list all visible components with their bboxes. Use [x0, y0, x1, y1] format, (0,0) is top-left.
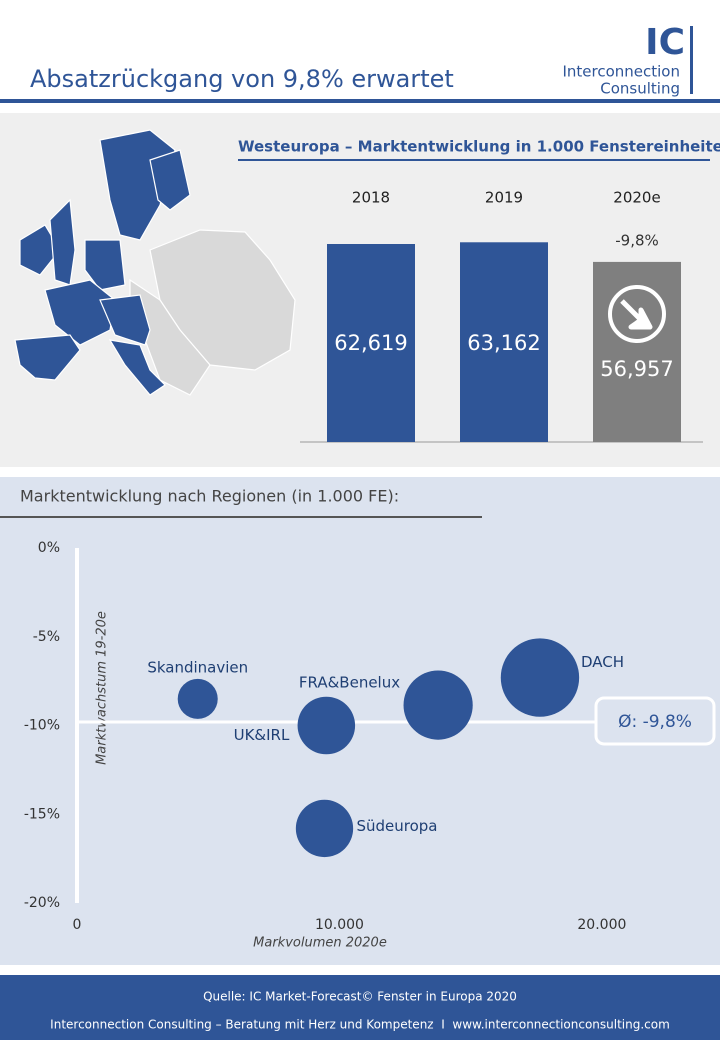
y-tick-label: -20%	[24, 895, 60, 911]
footer-band	[0, 975, 720, 1040]
trend-arrow	[620, 299, 653, 330]
page-title: Absatzrückgang von 9,8% erwartet	[30, 65, 454, 93]
y-axis-label: Marktwachstum 19-20e	[95, 611, 110, 765]
logo-line: Consulting	[600, 80, 680, 98]
trend-icon	[608, 285, 666, 343]
logo-bar	[690, 26, 693, 94]
y-tick-label: -5%	[33, 629, 60, 645]
footer-tagline: Interconnection Consulting – Beratung mi…	[50, 1018, 670, 1032]
bubble-label: Südeuropa	[356, 817, 437, 835]
chart-title: Marktentwicklung nach Regionen (in 1.000…	[20, 487, 399, 506]
bubble-label: FRA&Benelux	[299, 674, 400, 692]
x-tick-label: 0	[73, 917, 82, 933]
logo-mark: IC	[645, 22, 685, 63]
bubble	[177, 678, 218, 719]
value-label: 56,957	[600, 357, 673, 381]
bar	[327, 244, 415, 442]
bubble-label: UK&IRL	[234, 726, 290, 744]
bubble	[297, 696, 356, 755]
logo-line: Interconnection	[562, 63, 680, 81]
category-label: 2019	[485, 189, 523, 207]
x-tick-label: 10.000	[315, 917, 364, 933]
bubble-label: Skandinavien	[147, 658, 248, 676]
average-box	[594, 696, 716, 746]
x-axis-label: Markvolumen 2020e	[253, 936, 387, 951]
footer-source: Quelle: IC Market-Forecast© Fenster in E…	[203, 990, 517, 1004]
y-tick-label: -15%	[24, 806, 60, 822]
bubble	[295, 799, 354, 858]
bar	[593, 261, 681, 442]
x-tick-label: 20.000	[577, 917, 626, 933]
bubble	[403, 670, 473, 740]
title-rule	[0, 516, 482, 518]
y-tick-label: 0%	[38, 540, 60, 556]
bubble-label: DACH	[581, 653, 624, 671]
title-rule	[238, 159, 710, 161]
europe-map	[14, 129, 296, 396]
category-label: 2020e	[613, 189, 660, 207]
chart-title: Westeuropa – Marktentwicklung in 1.000 F…	[238, 138, 720, 156]
y-tick-label: -10%	[24, 718, 60, 734]
category-label: 2018	[352, 189, 390, 207]
value-label: 63,162	[467, 331, 540, 355]
annotation: -9,8%	[615, 232, 659, 250]
bar	[460, 242, 548, 442]
average-label: Ø: -9,8%	[618, 712, 692, 732]
bubble	[500, 638, 580, 717]
value-label: 62,619	[334, 331, 407, 355]
header-rule	[0, 99, 720, 103]
